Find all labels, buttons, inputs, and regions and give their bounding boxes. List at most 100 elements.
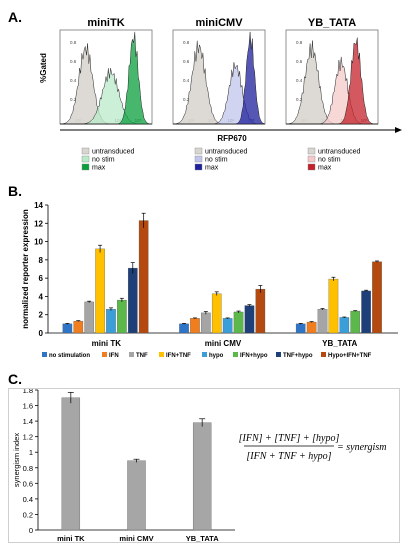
- bar: [255, 288, 266, 334]
- histogram-peak-2: [286, 37, 378, 125]
- panel-a-ylabel: %Gated: [39, 53, 48, 83]
- legend-swatch: [194, 147, 203, 155]
- y-tick-label: 6: [39, 274, 44, 283]
- y-tick-label: 1.4: [23, 417, 33, 426]
- histogram-ytick: 0.2: [70, 97, 77, 102]
- y-tick-label: 0.4: [23, 495, 33, 504]
- histogram-ytick: 0.6: [296, 59, 303, 64]
- legend-swatch: [276, 352, 281, 357]
- bar: [73, 320, 84, 334]
- panel-b-label: B.: [8, 183, 22, 199]
- y-tick-label: 1.8: [23, 386, 33, 395]
- category-label: mini TK: [57, 534, 85, 543]
- panel-a-label: A.: [8, 9, 22, 25]
- legend-label: max: [205, 165, 219, 172]
- y-tick-label: 1.6: [23, 402, 33, 411]
- bar: [372, 261, 382, 334]
- legend-swatch: [81, 155, 90, 163]
- legend-swatch: [81, 163, 90, 171]
- panel-c-frame: [8, 388, 400, 543]
- legend-swatch: [307, 163, 316, 171]
- formula-denominator: [IFN + TNF + hypo]: [246, 451, 331, 462]
- y-tick-label: 0.8: [23, 464, 33, 473]
- bar: [211, 293, 222, 334]
- category-label: mini CMV: [205, 339, 242, 348]
- y-tick-label: 12: [34, 219, 43, 228]
- histogram-ytick: 0.2: [183, 97, 190, 102]
- bar: [350, 310, 361, 334]
- histogram-peak-2: [173, 31, 266, 125]
- bar: [61, 397, 81, 531]
- histogram-ytick: 0.8: [183, 40, 190, 45]
- legend-swatch: [202, 352, 207, 357]
- panel-c-label: C.: [8, 371, 22, 387]
- synergism-index-chart: 0 0.2 0.4 0.6 0.8 1 1.2 1.4 1.6 1.8 synergism inde…: [12, 386, 235, 543]
- legend-label: untransduced: [205, 149, 248, 156]
- histogram-ytick: 0.4: [296, 78, 303, 83]
- y-tick-label: 10: [34, 238, 43, 247]
- panel-a-xlabel: RFP670: [217, 134, 247, 143]
- bar: [95, 248, 105, 334]
- bar: [190, 318, 200, 334]
- bar: [179, 323, 189, 334]
- y-axis-label: normalized reporter expression: [21, 209, 30, 329]
- histogram-ytick: 0.4: [183, 78, 190, 83]
- legend-label: no stim: [205, 157, 228, 164]
- histogram-ytick: 0.6: [70, 59, 77, 64]
- bar: [361, 290, 371, 334]
- y-tick-label: 0: [39, 329, 44, 338]
- legend-swatch: [159, 352, 164, 357]
- legend-label: untransduced: [318, 149, 361, 156]
- bar: [192, 422, 212, 531]
- bar: [117, 299, 127, 334]
- bar: [201, 312, 211, 334]
- legend-label: IFN+TNF: [166, 353, 191, 359]
- y-tick-label: 0.6: [23, 479, 33, 488]
- reporter-expression-chart: 0 2 4 6 8 10 12 14 normalized reporter expressio…: [21, 201, 398, 359]
- legend-swatch: [42, 352, 47, 357]
- legend-swatch: [129, 352, 134, 357]
- bar: [84, 301, 94, 334]
- category-label: YB_TATA: [322, 339, 357, 348]
- legend-swatch: [307, 147, 316, 155]
- histogram-ytick: 0.2: [296, 97, 303, 102]
- legend-label: no stim: [318, 157, 341, 164]
- y-tick-label: 14: [34, 201, 43, 210]
- y-tick-label: 1: [29, 448, 33, 457]
- bar: [62, 323, 73, 334]
- y-tick-label: 2: [39, 311, 44, 320]
- bar: [127, 267, 138, 334]
- legend-label: no stim: [92, 157, 115, 164]
- y-tick-label: 4: [39, 292, 44, 301]
- legend-label: Hypo+IFN+TNF: [328, 353, 372, 359]
- histogram-peak-2: [60, 31, 153, 125]
- bar: [222, 318, 233, 334]
- histogram-title: miniCMV: [195, 17, 243, 29]
- category-label: mini TK: [92, 339, 122, 348]
- bar: [138, 220, 149, 334]
- legend-label: TNF: [136, 353, 148, 359]
- histogram-ytick: 0.8: [296, 40, 303, 45]
- panel-a-x-arrow-head: [395, 127, 402, 133]
- legend-swatch: [194, 155, 203, 163]
- bar: [317, 309, 328, 334]
- legend-swatch: [81, 147, 90, 155]
- histogram-ytick: 0.6: [183, 59, 190, 64]
- bar: [127, 460, 146, 531]
- legend-label: TNF+hypo: [283, 353, 313, 359]
- histogram-title: YB_TATA: [308, 17, 356, 29]
- legend-swatch: [102, 352, 107, 357]
- bar: [339, 317, 350, 334]
- y-axis-label: synergism index: [12, 433, 21, 487]
- bar: [295, 323, 306, 334]
- legend-label: no stimulation: [49, 353, 90, 359]
- legend-label: IFN: [109, 353, 119, 359]
- legend-label: max: [318, 165, 332, 172]
- legend-label: untransduced: [92, 149, 135, 156]
- legend-label: hypo: [209, 353, 224, 359]
